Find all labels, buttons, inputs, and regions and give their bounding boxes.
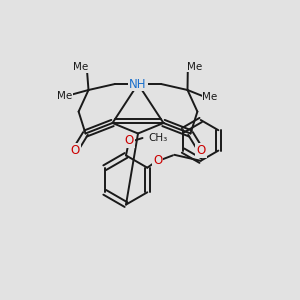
Text: O: O <box>70 144 80 157</box>
Text: CH₃: CH₃ <box>148 133 168 143</box>
Text: Me: Me <box>202 92 217 103</box>
Text: Me: Me <box>187 61 202 72</box>
Text: O: O <box>196 144 206 157</box>
Text: O: O <box>153 154 162 167</box>
Text: Me: Me <box>57 91 72 101</box>
Text: O: O <box>124 134 134 148</box>
Text: Me: Me <box>73 62 88 73</box>
Text: NH: NH <box>129 77 147 91</box>
